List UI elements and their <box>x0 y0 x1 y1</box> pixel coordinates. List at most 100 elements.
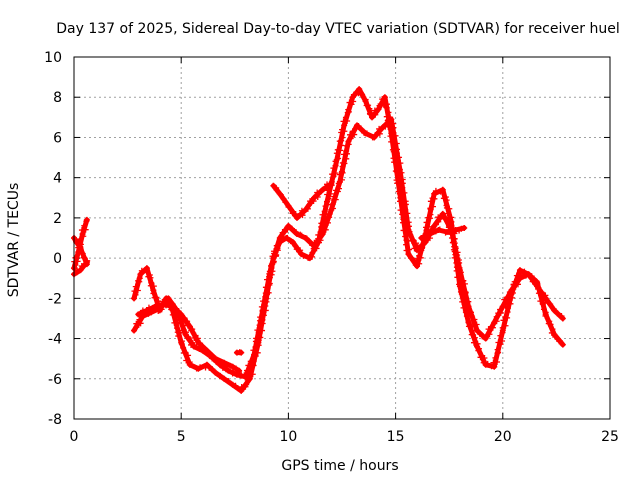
data-marker <box>535 285 542 292</box>
data-marker <box>463 299 470 306</box>
data-marker <box>304 205 311 212</box>
data-marker <box>346 99 353 106</box>
data-marker <box>345 106 352 113</box>
data-marker <box>350 91 357 98</box>
data-point <box>83 216 90 223</box>
data-marker <box>188 341 195 348</box>
data-marker <box>403 241 410 248</box>
data-marker <box>497 306 504 313</box>
data-marker <box>371 107 378 114</box>
data-marker <box>309 249 316 256</box>
data-marker <box>78 263 85 270</box>
data-point <box>169 303 176 310</box>
data-marker <box>416 252 423 259</box>
y-tick-label: -6 <box>48 372 62 388</box>
data-marker <box>333 150 340 157</box>
data-marker <box>271 250 278 257</box>
data-marker <box>358 126 365 133</box>
data-marker <box>284 226 291 233</box>
data-marker <box>494 346 501 353</box>
data-marker <box>266 282 273 289</box>
data-marker <box>396 154 403 161</box>
data-point <box>83 259 90 266</box>
data-marker <box>504 294 511 301</box>
data-marker <box>266 273 273 280</box>
data-marker <box>80 254 87 261</box>
y-axis-label: SDTVAR / TECUs <box>6 183 22 298</box>
data-marker <box>323 219 330 226</box>
data-point <box>221 359 228 366</box>
data-marker <box>402 201 409 208</box>
data-point <box>356 86 363 93</box>
data-marker <box>332 187 339 194</box>
data-point <box>203 361 210 368</box>
data-marker <box>494 359 501 366</box>
data-point <box>534 283 541 290</box>
data-marker <box>258 303 265 310</box>
data-marker <box>406 228 413 235</box>
data-marker <box>390 138 397 145</box>
data-marker <box>537 289 544 296</box>
data-marker <box>388 121 395 128</box>
data-marker <box>547 301 554 308</box>
data-marker <box>393 159 400 166</box>
data-point <box>212 369 219 376</box>
data-marker <box>314 189 321 196</box>
data-marker <box>280 195 287 202</box>
data-marker <box>484 360 491 367</box>
data-marker <box>439 188 446 195</box>
data-point <box>238 349 245 356</box>
data-point <box>418 235 425 241</box>
data-marker <box>462 309 469 316</box>
data-point <box>276 235 283 241</box>
data-marker <box>277 191 284 198</box>
data-marker <box>136 316 143 323</box>
data-marker <box>284 234 291 241</box>
data-point <box>369 114 376 121</box>
data-marker <box>72 254 79 261</box>
data-marker <box>298 232 305 239</box>
data-marker <box>289 210 296 217</box>
data-marker <box>493 313 500 320</box>
data-marker <box>81 222 88 229</box>
series-track-i <box>233 349 245 356</box>
data-marker <box>427 211 434 218</box>
data-marker <box>395 162 402 169</box>
data-marker <box>234 385 241 392</box>
data-marker <box>199 343 206 350</box>
data-marker <box>497 309 504 316</box>
data-marker <box>540 299 547 306</box>
data-marker <box>180 315 187 322</box>
data-marker <box>325 195 332 202</box>
data-point <box>165 295 172 302</box>
x-axis-label: GPS time / hours <box>281 458 398 474</box>
data-marker <box>537 298 544 305</box>
data-marker <box>382 123 389 130</box>
data-marker <box>458 279 465 286</box>
data-marker <box>180 344 187 351</box>
y-tick-label: 2 <box>53 211 62 227</box>
y-tick-label: 0 <box>53 251 62 267</box>
data-marker <box>183 357 190 364</box>
data-marker <box>403 219 410 226</box>
data-marker <box>338 168 345 175</box>
data-marker <box>349 128 356 135</box>
x-tick-label: 15 <box>387 429 405 445</box>
data-marker <box>502 313 509 320</box>
axis-ticks: 0 5 10 15 20 25 -8 -6 -4 -2 0 2 4 6 8 10 <box>44 50 619 445</box>
data-marker <box>452 251 459 258</box>
data-marker <box>230 369 237 376</box>
data-marker <box>327 190 334 197</box>
data-marker <box>343 147 350 154</box>
data-marker <box>188 327 195 334</box>
data-marker <box>344 117 351 124</box>
data-marker <box>193 343 200 350</box>
data-marker <box>262 284 269 291</box>
data-marker <box>318 231 325 238</box>
data-marker <box>393 150 400 157</box>
data-point <box>203 347 210 354</box>
data-point <box>225 367 232 374</box>
data-marker <box>497 332 504 339</box>
data-marker <box>474 328 481 335</box>
data-marker <box>546 300 553 307</box>
